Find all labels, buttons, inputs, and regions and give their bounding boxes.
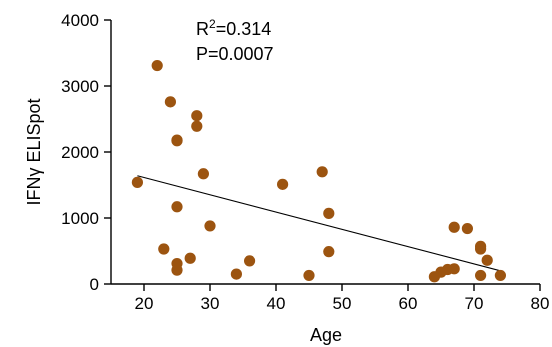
data-point bbox=[204, 220, 216, 232]
data-point bbox=[191, 120, 203, 132]
data-point bbox=[191, 110, 203, 122]
data-point bbox=[461, 222, 473, 235]
x-tick-label: 50 bbox=[333, 294, 352, 313]
x-tick-label: 20 bbox=[135, 294, 154, 313]
y-tick-label: 4000 bbox=[61, 11, 99, 30]
data-point bbox=[475, 243, 487, 255]
x-tick-label: 40 bbox=[267, 294, 286, 313]
data-point bbox=[303, 269, 315, 282]
data-point bbox=[448, 221, 460, 233]
x-ticks: 20 30 40 50 60 70 80 bbox=[135, 284, 550, 313]
data-point bbox=[197, 168, 209, 180]
data-point bbox=[184, 252, 196, 264]
data-point bbox=[171, 264, 183, 276]
regression-line bbox=[137, 175, 501, 272]
y-ticks: 0 1000 2000 3000 4000 bbox=[61, 11, 111, 294]
p-value-annotation: P=0.0007 bbox=[196, 44, 274, 64]
data-points bbox=[131, 59, 506, 283]
x-tick-label: 70 bbox=[465, 294, 484, 313]
x-tick-label: 80 bbox=[531, 294, 550, 313]
data-point bbox=[171, 135, 183, 147]
data-point bbox=[494, 269, 506, 282]
x-tick-label: 60 bbox=[399, 294, 418, 313]
data-point bbox=[151, 59, 163, 72]
data-point bbox=[277, 178, 289, 190]
y-tick-label: 3000 bbox=[61, 77, 99, 96]
data-point bbox=[323, 207, 335, 219]
r-squared-annotation: R2=0.314 bbox=[196, 17, 271, 39]
data-point bbox=[230, 268, 242, 280]
data-point bbox=[323, 246, 335, 258]
data-point bbox=[158, 243, 170, 255]
data-point bbox=[475, 269, 487, 282]
data-point bbox=[131, 176, 143, 188]
y-tick-label: 0 bbox=[90, 275, 99, 294]
data-point bbox=[244, 255, 256, 267]
data-point bbox=[481, 254, 493, 266]
data-point bbox=[316, 166, 328, 178]
data-point bbox=[171, 201, 183, 213]
y-tick-label: 1000 bbox=[61, 209, 99, 228]
x-tick-label: 30 bbox=[201, 294, 220, 313]
data-point bbox=[164, 96, 176, 108]
y-tick-label: 2000 bbox=[61, 143, 99, 162]
y-axis-title: IFNγ ELISpot bbox=[24, 98, 44, 205]
x-axis-title: Age bbox=[310, 325, 342, 345]
data-point bbox=[448, 263, 460, 275]
